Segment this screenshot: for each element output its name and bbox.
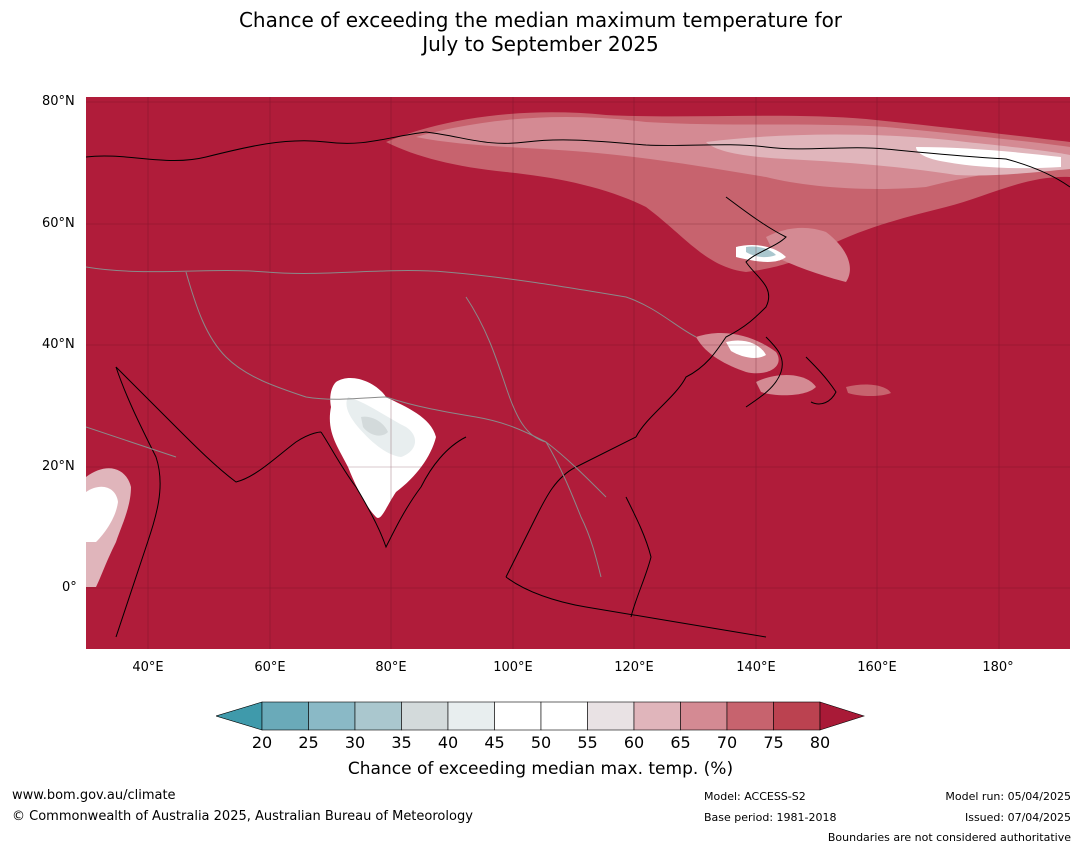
india-probability-patch bbox=[329, 377, 436, 518]
chart-title: Chance of exceeding the median maximum t… bbox=[0, 8, 1081, 56]
colorbar-bin bbox=[540, 701, 588, 731]
colorbar-bin bbox=[680, 701, 728, 731]
footer-base-period: Base period: 1981-2018 bbox=[704, 811, 837, 824]
lat-label-0: 0° bbox=[62, 580, 77, 595]
colorbar-label: Chance of exceeding median max. temp. (%… bbox=[347, 759, 734, 779]
colorbar-tick-label: 70 bbox=[716, 733, 738, 752]
lon-label-40e: 40°E bbox=[132, 660, 164, 675]
siberia-probability-band bbox=[386, 112, 1070, 282]
lon-label-80e: 80°E bbox=[375, 660, 407, 675]
colorbar-extend-high bbox=[819, 701, 865, 731]
colorbar-tick-label: 55 bbox=[577, 733, 598, 752]
title-line-2: July to September 2025 bbox=[422, 32, 659, 56]
coastlines bbox=[86, 131, 1070, 638]
colorbar-bin bbox=[354, 701, 402, 731]
colorbar-bin bbox=[633, 701, 681, 731]
lon-label-60e: 60°E bbox=[254, 660, 286, 675]
graticule bbox=[86, 97, 1070, 649]
lat-label-80n: 80°N bbox=[42, 94, 75, 109]
colorbar-tick-label: 40 bbox=[437, 733, 459, 752]
colorbar-bin bbox=[494, 701, 542, 731]
lat-label-40n: 40°N bbox=[42, 337, 75, 352]
colorbar-extend-low bbox=[216, 701, 263, 731]
colorbar-tick-label: 80 bbox=[809, 733, 831, 752]
lat-label-20n: 20°N bbox=[42, 459, 75, 474]
lon-label-140e: 140°E bbox=[736, 660, 776, 675]
map-graphic bbox=[86, 97, 1070, 649]
footer-disclaimer: Boundaries are not considered authoritat… bbox=[827, 831, 1071, 844]
lat-label-60n: 60°N bbox=[42, 216, 75, 231]
footer-website: www.bom.gov.au/climate bbox=[12, 788, 176, 803]
colorbar-tick-label: 75 bbox=[763, 733, 784, 752]
colorbar bbox=[216, 701, 865, 731]
colorbar-tick-label: 60 bbox=[623, 733, 645, 752]
footer-model-run: Model run: 05/04/2025 bbox=[945, 790, 1071, 803]
footer-copyright: © Commonwealth of Australia 2025, Austra… bbox=[12, 809, 473, 824]
footer-issued: Issued: 07/04/2025 bbox=[964, 811, 1071, 824]
lon-label-120e: 120°E bbox=[614, 660, 654, 675]
title-line-1: Chance of exceeding the median maximum t… bbox=[238, 8, 843, 32]
colorbar-bin bbox=[726, 701, 774, 731]
footer-model: Model: ACCESS-S2 bbox=[704, 790, 806, 803]
lon-label-100e: 100°E bbox=[493, 660, 533, 675]
colorbar-tick-label: 65 bbox=[670, 733, 691, 752]
colorbar-bin bbox=[773, 701, 821, 731]
colorbar-tick-label: 35 bbox=[391, 733, 412, 752]
colorbar-bin bbox=[261, 701, 309, 731]
country-borders bbox=[86, 266, 697, 578]
colorbar-tick-label: 45 bbox=[484, 733, 505, 752]
colorbar-tick-label: 50 bbox=[530, 733, 552, 752]
colorbar-tick-label: 25 bbox=[298, 733, 319, 752]
colorbar-bin bbox=[308, 701, 356, 731]
lon-label-160e: 160°E bbox=[857, 660, 897, 675]
colorbar-tick-label: 20 bbox=[251, 733, 273, 752]
colorbar-bin bbox=[447, 701, 495, 731]
probability-map bbox=[86, 97, 1070, 649]
colorbar-bin bbox=[401, 701, 449, 731]
colorbar-tick-label: 30 bbox=[344, 733, 366, 752]
colorbar-bin bbox=[587, 701, 635, 731]
lon-label-180: 180° bbox=[982, 660, 1014, 675]
